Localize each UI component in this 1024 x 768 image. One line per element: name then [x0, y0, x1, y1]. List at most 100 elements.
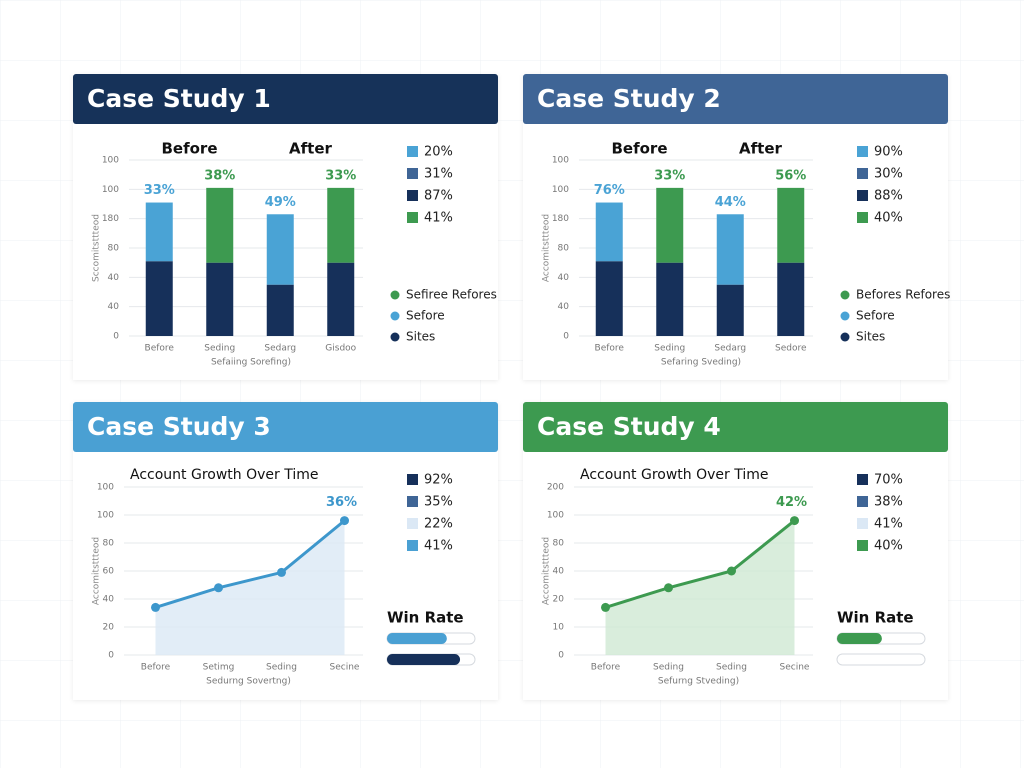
y-tick-label: 40	[108, 273, 120, 283]
panel-title: Case Study 3	[87, 412, 271, 441]
x-tick-label: Secine	[330, 663, 360, 673]
x-tick-label: Sedarg	[264, 344, 296, 354]
stat-label: 22%	[424, 517, 453, 532]
x-tick-label: Before	[145, 344, 175, 354]
y-tick-label: 80	[558, 244, 570, 254]
point	[151, 602, 160, 612]
x-tick-label: Seding	[266, 663, 297, 673]
y-tick-label: 40	[108, 302, 120, 312]
panel-title: Case Study 4	[537, 412, 721, 441]
line	[605, 519, 796, 609]
point-annotation: 42%	[776, 495, 807, 510]
y-tick-label: 100	[552, 156, 569, 166]
x-tick-label: Before	[591, 663, 621, 673]
stat-label: 41%	[424, 539, 453, 554]
point	[277, 567, 286, 577]
y-tick-label: 180	[552, 214, 569, 224]
panel-header	[523, 74, 948, 124]
stat-label: 31%	[424, 167, 453, 182]
x-tick-label: Seding	[716, 663, 747, 673]
stat-swatch	[857, 168, 868, 179]
bar-segment	[145, 261, 173, 336]
y-tick-label: 80	[103, 539, 115, 549]
stat-label: 92%	[424, 473, 453, 488]
stat-swatch	[407, 518, 418, 529]
point	[601, 602, 610, 612]
x-axis-label: Sefaring Sveding)	[661, 358, 741, 368]
y-tick-label: 100	[547, 511, 564, 521]
stat-label: 88%	[874, 189, 903, 204]
x-tick-label: Before	[141, 663, 171, 673]
bar-segment	[327, 262, 355, 336]
x-tick-label: Sedarg	[714, 344, 746, 354]
bar-segment	[145, 202, 173, 262]
legend-dot	[390, 332, 400, 342]
bar-segment	[656, 262, 684, 336]
panel-header	[523, 402, 948, 452]
bar-annotation: 49%	[265, 195, 296, 210]
panel-title: Case Study 1	[87, 84, 271, 113]
stat-swatch	[857, 540, 868, 551]
bar-annotation: 33%	[325, 168, 356, 183]
point	[727, 566, 736, 576]
group-label: Before	[161, 140, 217, 158]
y-tick-label: 100	[102, 185, 119, 195]
y-tick-label: 0	[113, 332, 119, 342]
x-tick-label: Setimg	[203, 663, 235, 673]
stat-label: 40%	[874, 211, 903, 226]
bar-annotation: 76%	[594, 183, 625, 198]
legend-dot	[840, 290, 850, 300]
legend-label: Sefore	[856, 309, 895, 323]
bar-segment	[716, 214, 744, 285]
y-tick-label: 80	[553, 539, 565, 549]
group-label: After	[289, 140, 332, 158]
y-axis-label: Sccomitsttteod	[92, 214, 102, 282]
x-tick-label: Seding	[204, 344, 235, 354]
panel-header	[73, 402, 498, 452]
legend-dot	[390, 290, 400, 300]
legend-dot	[840, 311, 850, 321]
y-tick-label: 0	[558, 651, 564, 661]
bar-annotation: 56%	[775, 168, 806, 183]
x-axis-label: Sedurng Sovertng)	[206, 677, 291, 687]
y-axis-label: Accomitsttteod	[92, 537, 102, 605]
y-axis-label: Accomitsttteod	[542, 537, 552, 605]
y-axis-label: Accomitsttteod	[542, 214, 552, 282]
point	[664, 583, 673, 593]
bar-segment	[777, 187, 805, 263]
stat-label: 41%	[874, 517, 903, 532]
bar-segment	[206, 187, 234, 263]
point	[214, 583, 223, 593]
y-tick-label: 20	[553, 595, 565, 605]
stat-swatch	[407, 540, 418, 551]
stat-label: 40%	[874, 539, 903, 554]
chart-subtitle: Account Growth Over Time	[580, 467, 769, 483]
x-axis-label: Sefaiing Sorefing)	[211, 358, 291, 368]
y-tick-label: 60	[103, 567, 115, 577]
stat-label: 87%	[424, 189, 453, 204]
y-tick-label: 40	[103, 595, 115, 605]
y-tick-label: 10	[553, 623, 565, 633]
y-tick-label: 40	[558, 273, 570, 283]
y-tick-label: 0	[108, 651, 114, 661]
y-tick-label: 180	[102, 214, 119, 224]
group-label: Before	[611, 140, 667, 158]
stat-label: 20%	[424, 145, 453, 160]
stat-swatch	[407, 212, 418, 223]
y-tick-label: 20	[103, 623, 115, 633]
stat-swatch	[407, 496, 418, 507]
area	[155, 520, 345, 655]
bar-segment	[595, 261, 623, 336]
x-tick-label: Seding	[653, 663, 684, 673]
y-tick-label: 80	[108, 244, 120, 254]
bar-annotation: 33%	[144, 183, 175, 198]
stat-swatch	[857, 496, 868, 507]
legend-label: Sefiree Refores	[406, 288, 497, 302]
bar-segment	[327, 187, 355, 263]
stat-label: 41%	[424, 211, 453, 226]
stat-swatch	[857, 212, 868, 223]
bar-annotation: 38%	[204, 168, 235, 183]
bar-segment	[777, 262, 805, 336]
